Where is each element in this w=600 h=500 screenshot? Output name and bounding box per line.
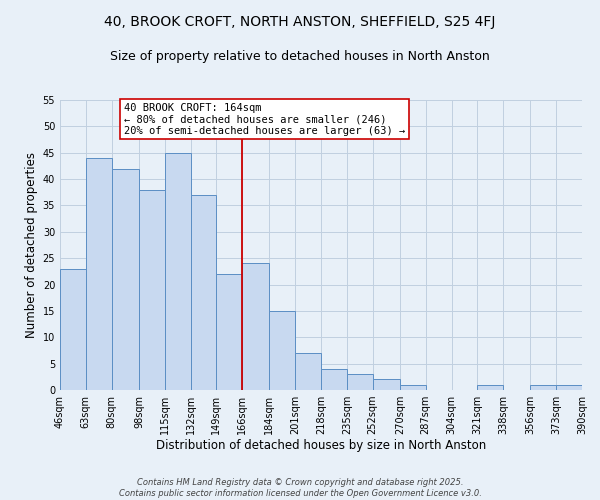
Bar [530, 384, 556, 390]
Bar [86, 158, 112, 390]
Bar [556, 384, 582, 390]
Bar [191, 195, 216, 390]
Bar [295, 353, 321, 390]
Text: Contains HM Land Registry data © Crown copyright and database right 2025.
Contai: Contains HM Land Registry data © Crown c… [119, 478, 481, 498]
Text: 40, BROOK CROFT, NORTH ANSTON, SHEFFIELD, S25 4FJ: 40, BROOK CROFT, NORTH ANSTON, SHEFFIELD… [104, 15, 496, 29]
X-axis label: Distribution of detached houses by size in North Anston: Distribution of detached houses by size … [156, 438, 486, 452]
Bar [269, 311, 295, 390]
Bar [112, 168, 139, 390]
Bar [347, 374, 373, 390]
Bar [165, 152, 191, 390]
Bar [400, 384, 426, 390]
Text: Size of property relative to detached houses in North Anston: Size of property relative to detached ho… [110, 50, 490, 63]
Text: 40 BROOK CROFT: 164sqm
← 80% of detached houses are smaller (246)
20% of semi-de: 40 BROOK CROFT: 164sqm ← 80% of detached… [124, 102, 405, 136]
Bar [477, 384, 503, 390]
Bar [242, 264, 269, 390]
Y-axis label: Number of detached properties: Number of detached properties [25, 152, 38, 338]
Bar [216, 274, 242, 390]
Bar [321, 369, 347, 390]
Bar [60, 268, 86, 390]
Bar [139, 190, 165, 390]
Bar [373, 380, 400, 390]
